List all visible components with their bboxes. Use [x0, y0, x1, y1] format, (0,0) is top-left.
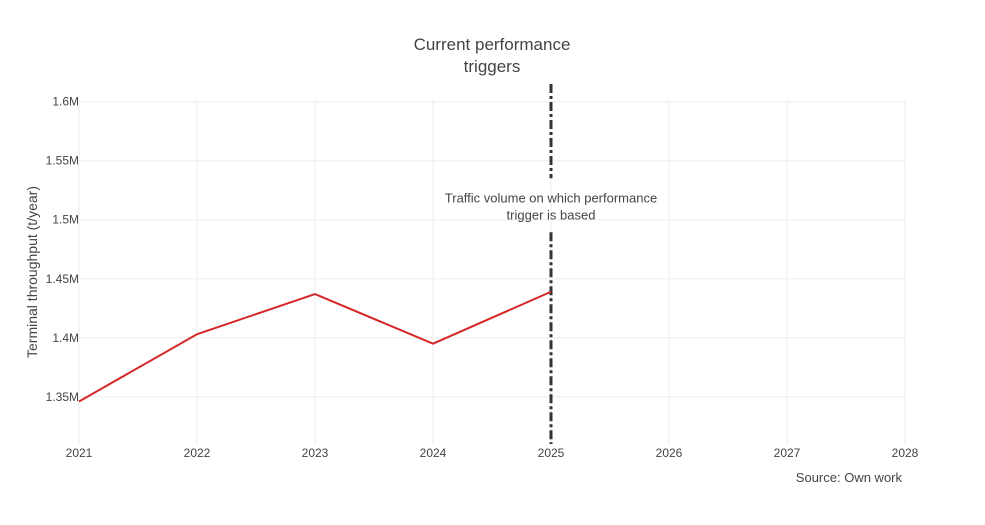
y-tick-label: 1.6M	[52, 95, 79, 109]
y-tick-label: 1.45M	[46, 272, 79, 286]
x-tick-label: 2022	[184, 446, 211, 460]
y-tick-label: 1.55M	[46, 154, 79, 168]
grid-layer	[78, 100, 906, 444]
x-tick-label: 2028	[892, 446, 919, 460]
chart-title-line-1: Current performance	[414, 35, 571, 54]
tick-layer: 2021 2022 2023 2024 2025 2026 2027 2028 1.35M 1.4…	[46, 95, 919, 460]
chart-title-line-2: triggers	[464, 57, 521, 76]
text-layer: Current performance triggers Terminal th…	[24, 35, 902, 485]
annotation-layer: Traffic volume on which performance trigg…	[445, 190, 657, 222]
source-note: Source: Own work	[796, 470, 903, 485]
x-tick-label: 2025	[538, 446, 565, 460]
x-tick-label: 2024	[420, 446, 447, 460]
x-tick-label: 2023	[302, 446, 329, 460]
series-layer	[78, 290, 552, 403]
x-tick-label: 2026	[656, 446, 683, 460]
y-tick-label: 1.5M	[52, 213, 79, 227]
x-tick-label: 2027	[774, 446, 801, 460]
y-tick-label: 1.35M	[46, 390, 79, 404]
y-tick-label: 1.4M	[52, 331, 79, 345]
y-axis-title: Terminal throughput (t/year)	[24, 186, 40, 358]
x-tick-label: 2021	[66, 446, 93, 460]
annotation-line: trigger is based	[507, 207, 596, 222]
annotation-line: Traffic volume on which performance	[445, 190, 657, 205]
